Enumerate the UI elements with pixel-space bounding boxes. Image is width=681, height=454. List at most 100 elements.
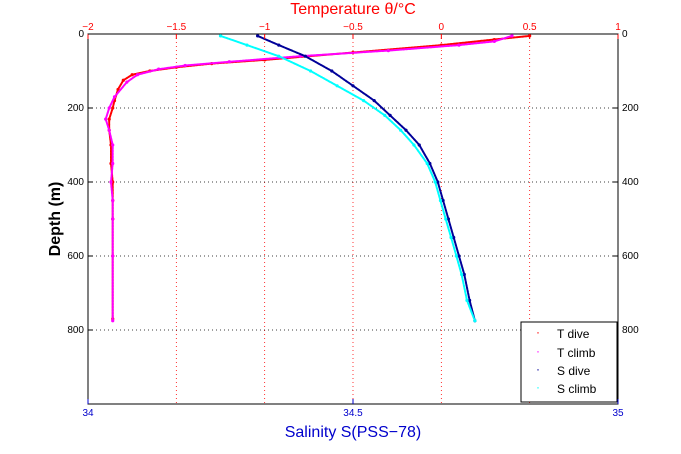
y-axis-tick-label-right: 600: [622, 251, 639, 262]
data-point: [404, 128, 408, 132]
y-axis-tick-label-left: 200: [67, 103, 84, 114]
data-point: [111, 161, 115, 166]
data-point: [460, 272, 464, 277]
data-point: [433, 180, 437, 184]
data-point: [383, 113, 387, 117]
y-axis-tick-label-right: 400: [622, 177, 639, 188]
data-point: [277, 54, 281, 58]
data-point: [121, 78, 125, 82]
bottom-axis-tick-label: 35: [612, 408, 624, 419]
legend-label-s-climb: S climb: [557, 382, 597, 396]
data-point: [362, 99, 366, 103]
data-point: [492, 39, 496, 44]
data-point: [303, 54, 307, 58]
legend-marker-s-climb: ·: [536, 380, 540, 394]
data-point: [510, 34, 514, 38]
data-point: [104, 117, 108, 121]
data-series: [104, 34, 532, 323]
legend-marker-s-dive: ·: [536, 362, 540, 376]
data-point: [111, 198, 115, 203]
legend-label-t-dive: T dive: [557, 327, 590, 341]
data-point: [107, 106, 111, 110]
top-axis-tick-label: 1: [615, 22, 621, 33]
data-point: [135, 73, 140, 77]
series-s-climb: [218, 34, 477, 323]
data-point: [107, 117, 111, 121]
y-axis-title: Depth (m): [47, 182, 64, 257]
top-axis-tick-label: −1: [259, 22, 271, 33]
data-point: [111, 106, 115, 110]
series-trace: [219, 34, 476, 322]
data-point: [218, 34, 223, 38]
y-axis-tick-label-left: 400: [67, 177, 84, 188]
data-point: [372, 99, 376, 103]
data-point: [399, 128, 403, 132]
bottom-axis-tick-label: 34.5: [343, 408, 363, 419]
data-point: [454, 254, 458, 258]
y-axis-tick-label-right: 0: [622, 29, 628, 40]
data-point: [227, 60, 231, 64]
data-point: [417, 143, 421, 147]
grid-lines: [88, 34, 618, 404]
data-point: [457, 43, 461, 47]
data-point: [473, 319, 477, 323]
data-point: [444, 217, 448, 221]
data-point: [465, 298, 469, 302]
y-axis-tick-label-left: 800: [67, 325, 84, 336]
data-point: [335, 84, 339, 88]
top-axis-title: Temperature θ/°C: [290, 1, 416, 18]
data-point: [183, 63, 187, 68]
y-axis-tick-label-left: 600: [67, 251, 84, 262]
data-point: [309, 69, 313, 73]
axes: −2 −1.5 −1 −0.5 0 0.5 1 34 34.5 35 0 0 200 200 400 400 6…: [67, 22, 639, 419]
data-point: [330, 69, 334, 73]
series-trace: [256, 34, 476, 322]
series-s-dive: [256, 34, 477, 323]
data-point: [111, 319, 115, 323]
legend-marker-t-climb: ·: [536, 344, 540, 358]
data-point: [245, 43, 249, 47]
data-point: [111, 254, 115, 258]
data-point: [428, 161, 432, 166]
data-point: [111, 143, 115, 147]
data-point: [109, 180, 113, 184]
data-point: [412, 143, 416, 147]
top-axis-tick-label: −0.5: [343, 22, 363, 33]
data-point: [256, 34, 260, 38]
legend-box: [520, 321, 618, 403]
data-point: [436, 180, 440, 184]
y-axis-tick-label-right: 800: [622, 325, 639, 336]
data-point: [457, 254, 461, 258]
top-axis-tick-label: 0: [439, 22, 445, 33]
data-point: [468, 298, 472, 302]
top-axis-tick-label: −2: [82, 22, 94, 33]
data-point: [452, 235, 456, 240]
data-point: [388, 113, 392, 117]
data-point: [438, 198, 443, 203]
data-point: [125, 80, 129, 84]
legend-marker-t-dive: ·: [536, 325, 540, 339]
series-t-climb: [104, 34, 514, 323]
data-point: [446, 217, 450, 221]
top-axis-tick-label: −1.5: [166, 22, 186, 33]
top-axis-tick-label: 0.5: [523, 22, 537, 33]
y-axis-tick-label-left: 0: [78, 29, 84, 40]
data-point: [111, 217, 115, 221]
data-point: [425, 161, 429, 166]
y-axis-tick-label-right: 200: [622, 103, 639, 114]
bottom-axis-tick-label: 34: [82, 408, 94, 419]
data-point: [130, 73, 134, 77]
data-point: [107, 128, 111, 132]
data-point: [277, 43, 281, 47]
data-point: [386, 49, 390, 53]
data-point: [351, 84, 355, 88]
legend: · T dive · T climb · S dive · S climb: [520, 321, 618, 403]
legend-label-s-dive: S dive: [557, 364, 591, 378]
data-point: [157, 67, 161, 71]
data-point: [449, 235, 453, 240]
data-point: [441, 198, 445, 203]
data-point: [462, 272, 466, 277]
legend-label-t-climb: T climb: [557, 346, 596, 360]
data-point: [112, 95, 117, 99]
